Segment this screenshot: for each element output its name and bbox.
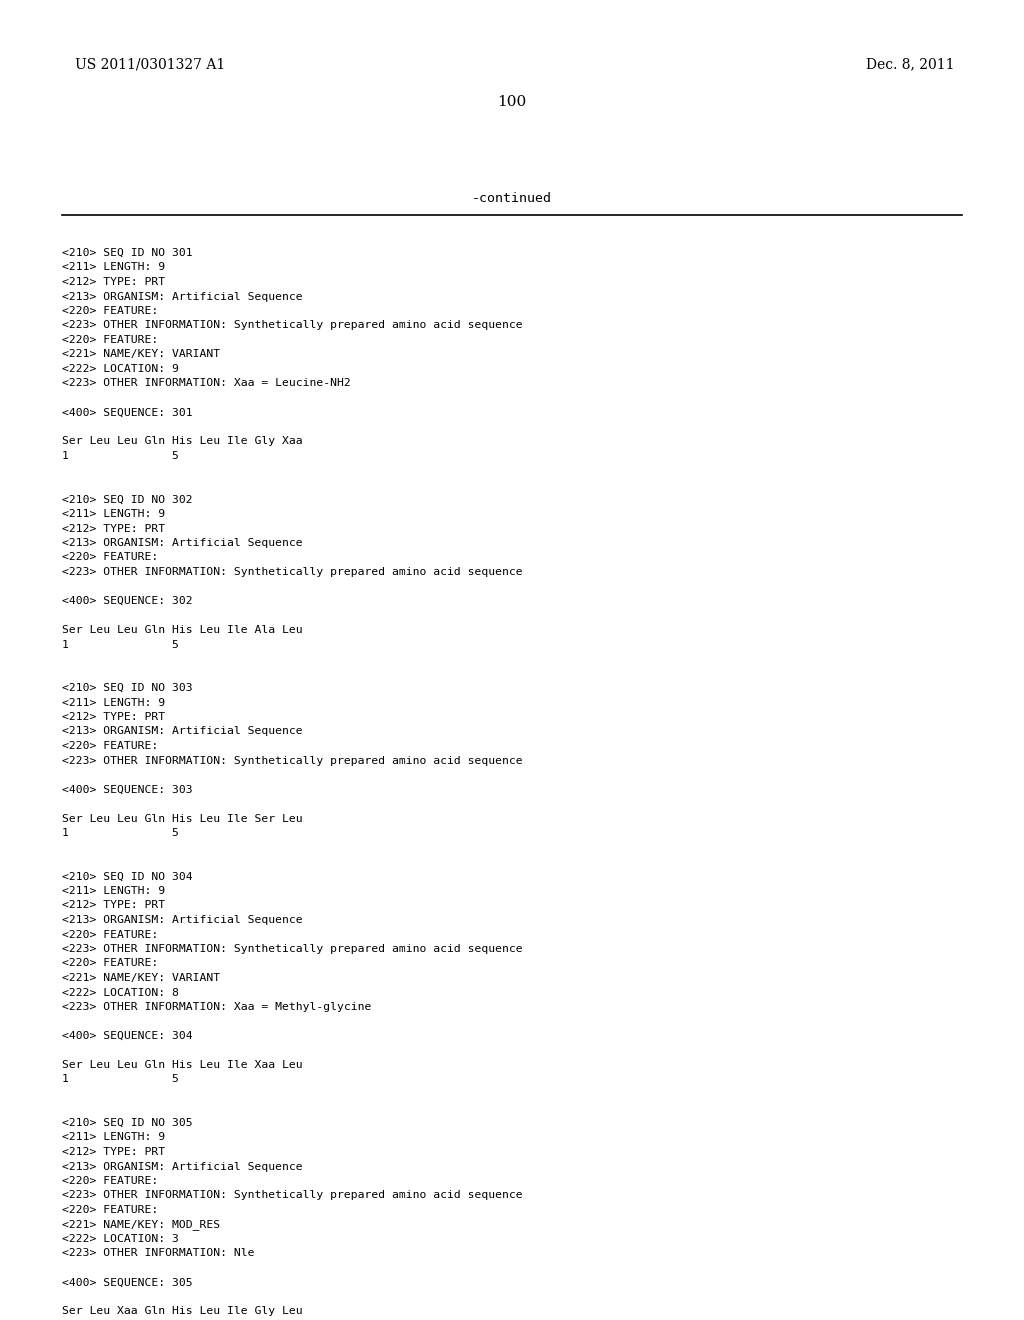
Text: <400> SEQUENCE: 301: <400> SEQUENCE: 301: [62, 408, 193, 417]
Text: <400> SEQUENCE: 302: <400> SEQUENCE: 302: [62, 597, 193, 606]
Text: <211> LENGTH: 9: <211> LENGTH: 9: [62, 1133, 165, 1143]
Text: <212> TYPE: PRT: <212> TYPE: PRT: [62, 711, 165, 722]
Text: <220> FEATURE:: <220> FEATURE:: [62, 335, 159, 345]
Text: <212> TYPE: PRT: <212> TYPE: PRT: [62, 1147, 165, 1158]
Text: <221> NAME/KEY: VARIANT: <221> NAME/KEY: VARIANT: [62, 973, 220, 983]
Text: <210> SEQ ID NO 305: <210> SEQ ID NO 305: [62, 1118, 193, 1129]
Text: <221> NAME/KEY: VARIANT: <221> NAME/KEY: VARIANT: [62, 350, 220, 359]
Text: <223> OTHER INFORMATION: Xaa = Methyl-glycine: <223> OTHER INFORMATION: Xaa = Methyl-gl…: [62, 1002, 372, 1012]
Text: <223> OTHER INFORMATION: Nle: <223> OTHER INFORMATION: Nle: [62, 1249, 255, 1258]
Text: <220> FEATURE:: <220> FEATURE:: [62, 1205, 159, 1214]
Text: <211> LENGTH: 9: <211> LENGTH: 9: [62, 697, 165, 708]
Text: Ser Leu Leu Gln His Leu Ile Ala Leu: Ser Leu Leu Gln His Leu Ile Ala Leu: [62, 624, 303, 635]
Text: <213> ORGANISM: Artificial Sequence: <213> ORGANISM: Artificial Sequence: [62, 915, 303, 925]
Text: <222> LOCATION: 8: <222> LOCATION: 8: [62, 987, 179, 998]
Text: 1               5: 1 5: [62, 639, 179, 649]
Text: <211> LENGTH: 9: <211> LENGTH: 9: [62, 263, 165, 272]
Text: <223> OTHER INFORMATION: Synthetically prepared amino acid sequence: <223> OTHER INFORMATION: Synthetically p…: [62, 755, 522, 766]
Text: <221> NAME/KEY: MOD_RES: <221> NAME/KEY: MOD_RES: [62, 1220, 220, 1230]
Text: Dec. 8, 2011: Dec. 8, 2011: [866, 57, 955, 71]
Text: <220> FEATURE:: <220> FEATURE:: [62, 929, 159, 940]
Text: <400> SEQUENCE: 303: <400> SEQUENCE: 303: [62, 784, 193, 795]
Text: <223> OTHER INFORMATION: Synthetically prepared amino acid sequence: <223> OTHER INFORMATION: Synthetically p…: [62, 1191, 522, 1200]
Text: Ser Leu Leu Gln His Leu Ile Ser Leu: Ser Leu Leu Gln His Leu Ile Ser Leu: [62, 813, 303, 824]
Text: <223> OTHER INFORMATION: Xaa = Leucine-NH2: <223> OTHER INFORMATION: Xaa = Leucine-N…: [62, 379, 351, 388]
Text: <212> TYPE: PRT: <212> TYPE: PRT: [62, 900, 165, 911]
Text: <220> FEATURE:: <220> FEATURE:: [62, 306, 159, 315]
Text: <213> ORGANISM: Artificial Sequence: <213> ORGANISM: Artificial Sequence: [62, 292, 303, 301]
Text: <210> SEQ ID NO 304: <210> SEQ ID NO 304: [62, 871, 193, 882]
Text: 100: 100: [498, 95, 526, 110]
Text: Ser Leu Leu Gln His Leu Ile Gly Xaa: Ser Leu Leu Gln His Leu Ile Gly Xaa: [62, 437, 303, 446]
Text: <210> SEQ ID NO 301: <210> SEQ ID NO 301: [62, 248, 193, 257]
Text: Ser Leu Xaa Gln His Leu Ile Gly Leu: Ser Leu Xaa Gln His Leu Ile Gly Leu: [62, 1307, 303, 1316]
Text: <213> ORGANISM: Artificial Sequence: <213> ORGANISM: Artificial Sequence: [62, 726, 303, 737]
Text: <222> LOCATION: 9: <222> LOCATION: 9: [62, 364, 179, 374]
Text: <220> FEATURE:: <220> FEATURE:: [62, 553, 159, 562]
Text: <223> OTHER INFORMATION: Synthetically prepared amino acid sequence: <223> OTHER INFORMATION: Synthetically p…: [62, 568, 522, 577]
Text: <400> SEQUENCE: 304: <400> SEQUENCE: 304: [62, 1031, 193, 1041]
Text: US 2011/0301327 A1: US 2011/0301327 A1: [75, 57, 225, 71]
Text: <210> SEQ ID NO 302: <210> SEQ ID NO 302: [62, 495, 193, 504]
Text: <212> TYPE: PRT: <212> TYPE: PRT: [62, 524, 165, 533]
Text: <220> FEATURE:: <220> FEATURE:: [62, 1176, 159, 1185]
Text: <400> SEQUENCE: 305: <400> SEQUENCE: 305: [62, 1278, 193, 1287]
Text: <211> LENGTH: 9: <211> LENGTH: 9: [62, 886, 165, 896]
Text: <222> LOCATION: 3: <222> LOCATION: 3: [62, 1234, 179, 1243]
Text: <223> OTHER INFORMATION: Synthetically prepared amino acid sequence: <223> OTHER INFORMATION: Synthetically p…: [62, 321, 522, 330]
Text: 1               5: 1 5: [62, 1074, 179, 1085]
Text: Ser Leu Leu Gln His Leu Ile Xaa Leu: Ser Leu Leu Gln His Leu Ile Xaa Leu: [62, 1060, 303, 1071]
Text: <211> LENGTH: 9: <211> LENGTH: 9: [62, 510, 165, 519]
Text: 1               5: 1 5: [62, 828, 179, 838]
Text: 1               5: 1 5: [62, 451, 179, 461]
Text: <213> ORGANISM: Artificial Sequence: <213> ORGANISM: Artificial Sequence: [62, 1162, 303, 1172]
Text: <220> FEATURE:: <220> FEATURE:: [62, 741, 159, 751]
Text: <220> FEATURE:: <220> FEATURE:: [62, 958, 159, 969]
Text: <213> ORGANISM: Artificial Sequence: <213> ORGANISM: Artificial Sequence: [62, 539, 303, 548]
Text: <212> TYPE: PRT: <212> TYPE: PRT: [62, 277, 165, 286]
Text: <223> OTHER INFORMATION: Synthetically prepared amino acid sequence: <223> OTHER INFORMATION: Synthetically p…: [62, 944, 522, 954]
Text: <210> SEQ ID NO 303: <210> SEQ ID NO 303: [62, 682, 193, 693]
Text: -continued: -continued: [472, 191, 552, 205]
